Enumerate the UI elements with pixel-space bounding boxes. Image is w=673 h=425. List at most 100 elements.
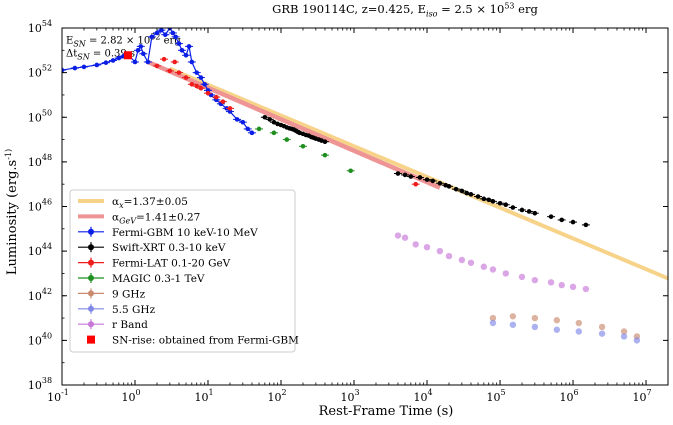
series-1	[260, 114, 590, 228]
data-point	[575, 319, 583, 327]
data-point	[72, 65, 78, 71]
x-tick-label: 105	[486, 388, 505, 404]
data-point	[183, 75, 189, 80]
legend-label: αx=1.37±0.05	[112, 196, 188, 210]
data-point	[531, 323, 539, 331]
series-6	[394, 232, 590, 293]
data-point	[553, 326, 561, 333]
y-tick-label: 1052	[28, 64, 52, 80]
data-point	[480, 263, 488, 270]
x-axis-label: Rest-Frame Time (s)	[319, 404, 454, 419]
data-point	[154, 30, 160, 36]
y-axis-label: Luminosity (erg.s-1)	[4, 149, 20, 275]
data-point	[497, 200, 503, 206]
y-tick-label: 1042	[28, 287, 52, 303]
data-point	[149, 34, 155, 40]
data-point	[116, 55, 122, 61]
data-point	[145, 59, 151, 65]
x-tick-label: 103	[340, 388, 359, 404]
data-point	[532, 210, 538, 216]
data-point	[176, 41, 182, 46]
y-tick-label: 1048	[28, 153, 52, 169]
x-tick-label: 100	[121, 388, 140, 404]
x-tick-label: 101	[194, 388, 213, 404]
y-tick-label: 1046	[28, 198, 52, 214]
legend-swatch	[87, 335, 95, 344]
legend-label: MAGIC 0.3-1 TeV	[112, 273, 205, 285]
data-point	[518, 273, 526, 281]
data-point	[423, 243, 431, 251]
data-point	[256, 126, 262, 132]
legend-swatch	[88, 305, 94, 312]
data-point	[198, 75, 204, 80]
x-tick-label: 104	[413, 388, 432, 404]
data-point	[202, 81, 207, 87]
data-point	[173, 34, 178, 40]
legend-box	[69, 189, 296, 353]
data-point	[575, 328, 583, 335]
data-point	[271, 119, 277, 125]
data-point	[468, 192, 474, 197]
data-point	[559, 217, 565, 223]
data-point	[583, 222, 589, 228]
data-point	[430, 178, 436, 184]
legend-item: 9 GHz	[78, 288, 146, 300]
data-point	[214, 94, 219, 100]
legend-item: r Band	[78, 319, 148, 331]
data-point	[402, 172, 408, 178]
data-point	[103, 60, 109, 65]
data-point	[154, 63, 160, 69]
series-line-0	[169, 66, 668, 281]
data-point	[458, 256, 466, 264]
data-point	[167, 68, 173, 74]
x-tick-label: 106	[559, 388, 578, 404]
legend-label: Fermi-LAT 0.1-20 GeV	[112, 258, 231, 270]
data-point	[598, 330, 606, 337]
legend-swatch	[88, 259, 94, 266]
data-point	[300, 143, 306, 149]
x-tick-label: 102	[267, 388, 286, 404]
data-point	[267, 117, 273, 122]
data-point	[620, 333, 628, 340]
data-point	[170, 30, 176, 36]
legend-swatch	[88, 244, 94, 251]
data-point	[424, 177, 430, 182]
data-point	[489, 319, 497, 327]
x-tick-label: 10-1	[47, 388, 69, 404]
legend-label: 5.5 GHz	[112, 304, 156, 316]
legend-swatch	[88, 275, 94, 281]
data-point	[598, 323, 606, 331]
data-point	[481, 196, 487, 202]
legend-item: Fermi-LAT 0.1-20 GeV	[78, 257, 231, 270]
data-point	[459, 188, 465, 194]
data-point	[179, 48, 185, 53]
data-point	[262, 114, 268, 120]
legend-item: Fermi-GBM 10 keV-10 MeV	[78, 226, 258, 239]
data-point	[510, 205, 516, 210]
data-point	[94, 62, 100, 68]
data-point	[189, 81, 195, 87]
data-point	[531, 314, 539, 322]
y-tick-label: 1054	[28, 19, 52, 35]
data-point	[172, 59, 178, 65]
data-point	[490, 199, 496, 204]
axes-layer: 10-1 100 101 102 103 104 105 106 107 1038 1040 1042…	[28, 19, 669, 404]
legend-swatch	[88, 290, 94, 297]
data-point	[271, 130, 277, 136]
data-point	[220, 99, 226, 104]
legend-label: Fermi-GBM 10 keV-10 MeV	[112, 227, 258, 239]
data-point	[548, 214, 554, 219]
legend-label: 9 GHz	[112, 288, 146, 300]
legend-item: SN-rise: obtained from Fermi-GBM	[87, 335, 299, 347]
plot-layer	[62, 28, 668, 344]
chart-title: GRB 190114C, z=0.425, Eiso = 2.5 × 1053 …	[272, 1, 538, 18]
data-point	[245, 126, 251, 132]
data-point	[284, 137, 290, 142]
data-point	[198, 85, 204, 91]
series-7	[123, 51, 132, 60]
data-point	[162, 32, 168, 38]
legend-swatch	[88, 321, 94, 328]
data-point	[502, 270, 509, 277]
legend-label: r Band	[112, 319, 148, 331]
